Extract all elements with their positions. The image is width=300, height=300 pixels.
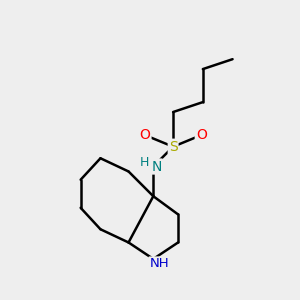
Text: O: O	[140, 128, 151, 142]
Text: S: S	[169, 140, 178, 154]
Text: O: O	[196, 128, 207, 142]
Text: NH: NH	[149, 257, 169, 270]
Text: N: N	[152, 160, 162, 173]
Text: H: H	[140, 156, 149, 169]
